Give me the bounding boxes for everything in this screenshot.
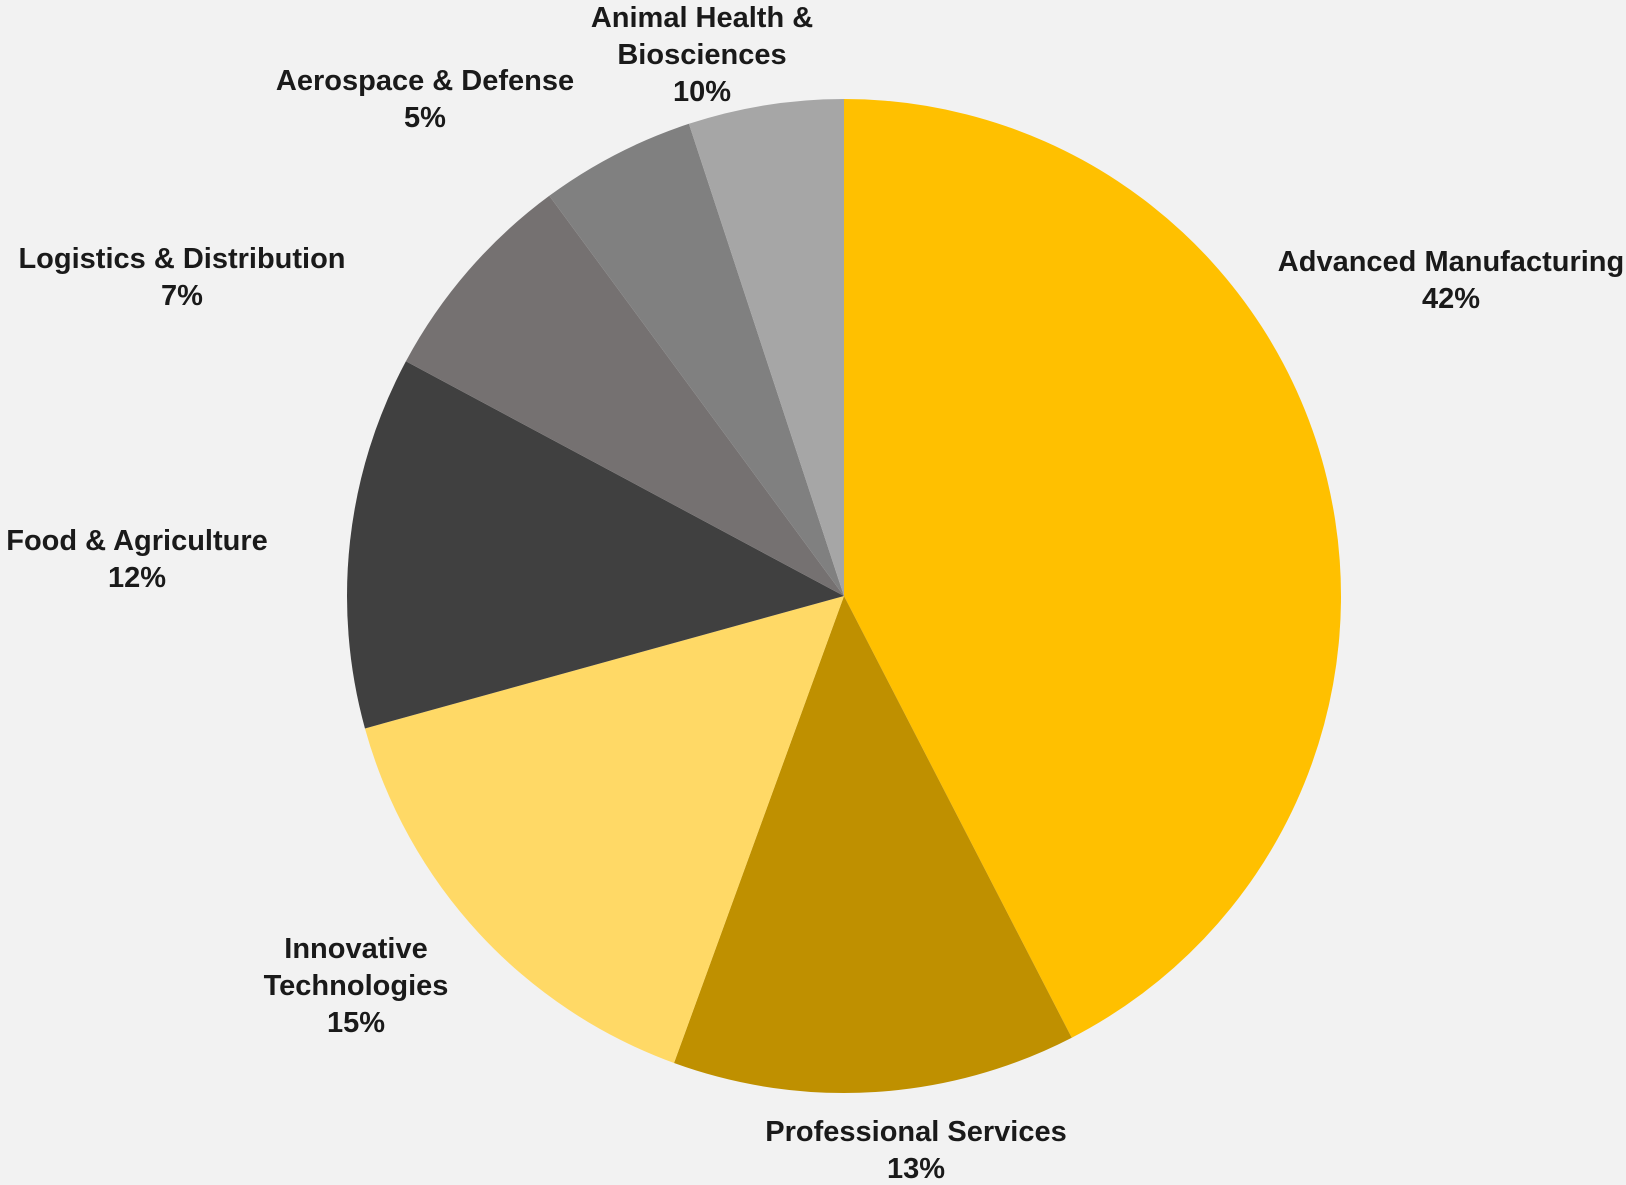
slice-label-percent: 12% bbox=[107, 562, 167, 594]
slice-label-name-line: Biosciences bbox=[617, 39, 787, 71]
slice-label-percent: 10% bbox=[672, 76, 732, 108]
slice-label-percent: 5% bbox=[404, 102, 446, 134]
slice-label-percent: 13% bbox=[886, 1153, 946, 1185]
slice-label-percent: 7% bbox=[161, 280, 203, 312]
slice-label-animal-health-and-biosciences: Animal Health & Biosciences 10% bbox=[591, 0, 813, 111]
slice-label-aerospace-and-defense: Aerospace & Defense 5% bbox=[276, 63, 574, 137]
pie-slice-aerospace-and-defense bbox=[549, 123, 844, 596]
pie-slice-innovative-technologies bbox=[364, 596, 844, 1064]
slice-label-name-line: Aerospace & Defense bbox=[275, 65, 575, 97]
pie-slice-logistics-and-distribution bbox=[405, 195, 844, 596]
slice-label-food-and-agriculture: Food & Agriculture 12% bbox=[6, 523, 268, 597]
slice-label-advanced-manufacturing: Advanced Manufacturing 42% bbox=[1278, 244, 1624, 318]
slice-label-name-line: Logistics & Distribution bbox=[18, 243, 346, 275]
slice-label-logistics-and-distribution: Logistics & Distribution 7% bbox=[18, 241, 345, 315]
pie-slice-food-and-agriculture bbox=[346, 361, 844, 729]
slice-label-name-line: Food & Agriculture bbox=[6, 525, 268, 557]
slice-label-name-line: Advanced Manufacturing bbox=[1277, 246, 1625, 278]
slice-label-professional-services: Professional Services 13% bbox=[765, 1114, 1066, 1185]
slice-label-name-line: Professional Services bbox=[765, 1116, 1067, 1148]
slice-label-percent: 15% bbox=[326, 1007, 386, 1039]
pie-slice-professional-services bbox=[674, 596, 1072, 1094]
slice-label-name-line: Innovative bbox=[284, 933, 428, 965]
slice-label-innovative-technologies: Innovative Technologies 15% bbox=[264, 931, 449, 1042]
slice-label-name-line: Technologies bbox=[263, 970, 449, 1002]
slice-label-name-line: Animal Health & bbox=[590, 2, 814, 34]
slice-label-percent: 42% bbox=[1421, 283, 1481, 315]
pie-slice-animal-health-and-biosciences bbox=[688, 99, 844, 596]
pie-slice-advanced-manufacturing bbox=[844, 99, 1341, 1038]
